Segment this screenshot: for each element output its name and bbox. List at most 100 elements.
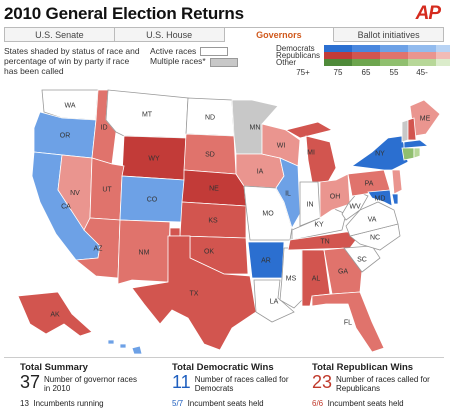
race-status-key: Active races Multiple races*	[150, 46, 238, 67]
state-label-va: VA	[368, 217, 377, 224]
rep-color-swatch	[352, 52, 380, 59]
state-vt[interactable]	[401, 119, 409, 143]
state-hi[interactable]	[107, 339, 143, 355]
state-label-sd: SD	[205, 152, 215, 159]
state-ak[interactable]	[17, 291, 93, 337]
tick-label: 75	[333, 68, 343, 77]
summary-foot-number: 5/7	[172, 399, 184, 408]
state-label-il: IL	[285, 191, 291, 198]
tab-us-senate[interactable]: U.S. Senate	[4, 27, 115, 42]
tab-us-house[interactable]: U.S. House	[114, 27, 225, 42]
state-label-fl: FL	[344, 320, 352, 327]
state-label-me: ME	[420, 116, 431, 123]
total-democratic-wins: Total Democratic Wins 11 Number of races …	[172, 362, 312, 408]
state-nm[interactable]	[117, 219, 171, 285]
state-label-nc: NC	[370, 235, 380, 242]
state-label-co: CO	[147, 197, 158, 204]
summary-desc: Number of governor races in 2010	[44, 375, 137, 393]
tick-label: 55	[389, 68, 399, 77]
state-label-ar: AR	[261, 258, 271, 265]
tab-ballot-initiatives[interactable]: Ballot initiatives	[334, 27, 444, 42]
ap-logo[interactable]: AP	[415, 3, 441, 24]
state-label-az: AZ	[94, 246, 104, 253]
state-label-al: AL	[312, 276, 321, 283]
state-label-tn: TN	[320, 239, 329, 246]
summary-foot: 5/7 Incumbent seats held	[172, 399, 312, 408]
rep-color-swatch	[408, 52, 436, 59]
summary-foot-number: 13	[20, 399, 29, 408]
state-label-pa: PA	[365, 181, 374, 188]
state-label-in: IN	[307, 202, 314, 209]
party-label-republicans: Republicans	[276, 51, 321, 60]
total-republican-wins: Total Republican Wins 23 Number of races …	[312, 362, 450, 408]
state-nj[interactable]	[391, 169, 403, 195]
summary-foot: 13 Incumbents running	[20, 399, 160, 408]
summary-foot-number: 6/6	[312, 399, 324, 408]
summary-foot-text: Incumbent seats held	[187, 399, 264, 408]
total-summary: Total Summary 37 Number of governor races…	[20, 362, 160, 408]
state-label-nd: ND	[205, 115, 215, 122]
active-races-swatch	[200, 47, 229, 57]
rep-color-swatch	[380, 52, 408, 59]
party-label-other: Other	[276, 58, 297, 67]
summary-desc: Number of races called for Republicans	[336, 375, 430, 393]
tick-label: 75+	[296, 68, 310, 77]
state-label-ok: OK	[204, 249, 214, 256]
state-label-ak: AK	[50, 312, 60, 319]
summary-title: Total Summary	[20, 362, 88, 373]
state-label-ut: UT	[102, 187, 112, 194]
active-races-label: Active races	[150, 46, 197, 56]
state-label-nm: NM	[139, 250, 150, 257]
state-label-ga: GA	[338, 269, 348, 276]
summary-divider	[4, 357, 444, 358]
state-label-or: OR	[60, 133, 71, 140]
tick-label: 45-	[416, 68, 428, 77]
state-ma[interactable]	[403, 139, 430, 149]
summary-value: 37	[20, 372, 41, 392]
state-ct[interactable]	[401, 147, 415, 161]
multiple-races-swatch	[209, 57, 238, 67]
state-label-ne: NE	[209, 186, 219, 193]
state-nh[interactable]	[407, 117, 417, 141]
state-md[interactable]	[367, 189, 393, 207]
other-color-swatch	[380, 59, 408, 66]
state-label-ks: KS	[208, 218, 218, 225]
tab-governors[interactable]: Governors	[224, 27, 335, 42]
party-label-democrats: Democrats	[276, 44, 315, 53]
summary-desc: Number of races called for Democrats	[194, 375, 289, 393]
state-sc[interactable]	[343, 245, 381, 273]
dem-color-swatch	[408, 45, 436, 52]
rep-color-swatch	[324, 52, 352, 59]
other-color-swatch	[352, 59, 380, 66]
state-il[interactable]	[275, 157, 301, 230]
summary-value: 23	[312, 372, 333, 392]
state-la[interactable]	[253, 279, 295, 323]
state-label-wy: WY	[148, 156, 160, 163]
rep-color-swatch	[436, 52, 450, 59]
state-ri[interactable]	[413, 147, 421, 159]
state-label-wa: WA	[64, 103, 75, 110]
state-label-tx: TX	[190, 291, 199, 298]
state-label-wi: WI	[277, 143, 286, 150]
tab-bar: U.S. Senate U.S. House Governors Ballot …	[4, 27, 444, 42]
state-label-md: MD	[375, 196, 386, 203]
state-label-wv: WV	[349, 204, 361, 211]
percent-ticks: 75+ 75 65 55 45-	[282, 69, 450, 77]
state-fl[interactable]	[311, 291, 385, 353]
state-label-ny: NY	[375, 151, 385, 158]
summary-title: Total Republican Wins	[312, 362, 414, 373]
state-de[interactable]	[391, 193, 399, 205]
state-tx[interactable]	[131, 235, 257, 351]
summary-foot-text: Incumbents running	[33, 399, 104, 408]
party-color-grid	[324, 45, 450, 66]
legend-description: States shaded by status of race and perc…	[4, 46, 140, 76]
dem-color-swatch	[380, 45, 408, 52]
state-label-ky: KY	[314, 222, 324, 229]
state-label-id: ID	[101, 125, 108, 132]
dem-color-swatch	[352, 45, 380, 52]
multiple-races-label: Multiple races*	[150, 56, 206, 67]
state-label-mn: MN	[250, 125, 261, 132]
other-color-swatch	[436, 59, 450, 66]
us-map: WA OR CA NV ID MT WY UT AZ CO NM ND SD NE KS OK TX MN IA MO…	[17, 89, 441, 355]
dem-color-swatch	[324, 45, 352, 52]
